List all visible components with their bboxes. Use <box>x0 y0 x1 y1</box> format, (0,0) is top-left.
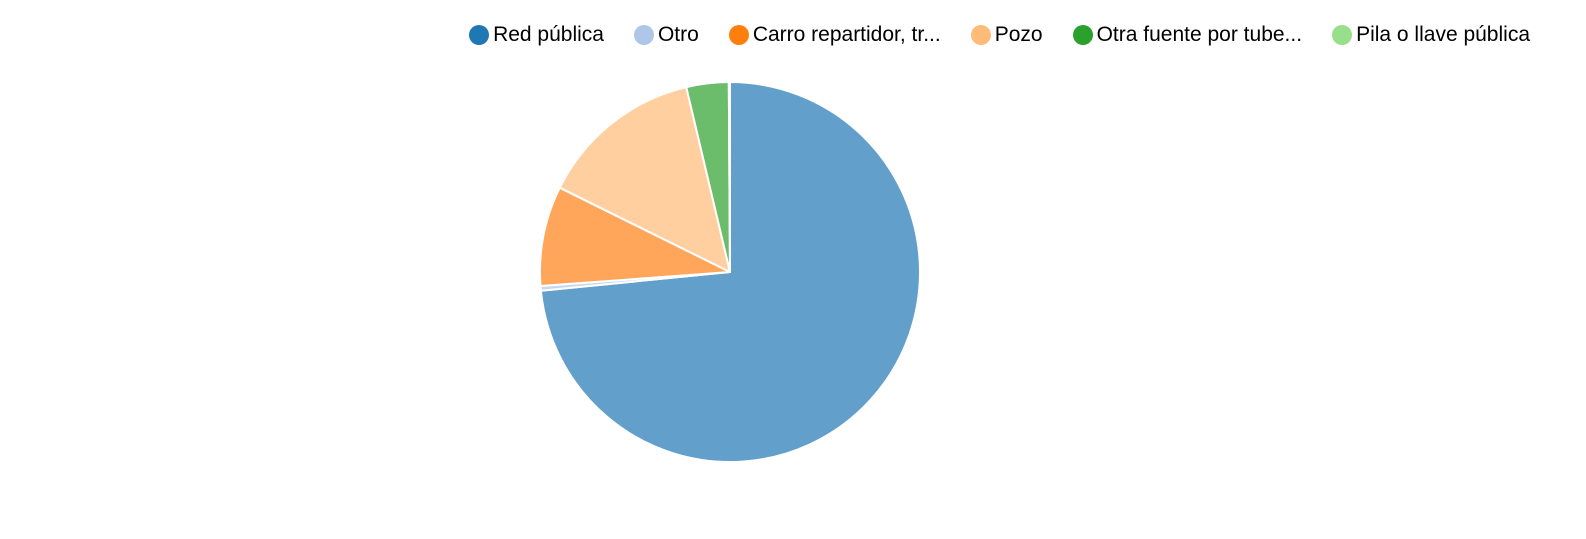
legend-item-pila-llave[interactable]: Pila o llave pública <box>1332 20 1530 50</box>
legend-label: Pozo <box>994 23 1043 46</box>
legend-label: Red pública <box>493 23 604 46</box>
legend-label: Otra fuente por tube... <box>1096 23 1303 46</box>
legend-swatch <box>970 25 991 45</box>
legend-swatch <box>1072 25 1093 45</box>
pie-slices <box>539 80 921 463</box>
legend-item-otro[interactable]: Otro <box>633 20 699 50</box>
legend-item-pozo[interactable]: Pozo <box>970 20 1043 50</box>
legend-swatch <box>1332 25 1353 45</box>
legend-label: Pila o llave pública <box>1356 23 1530 46</box>
chart-legend: Red pública Otro Carro repartidor, tr...… <box>469 20 1530 50</box>
legend-item-otra-fuente[interactable]: Otra fuente por tube... <box>1072 20 1303 50</box>
legend-swatch <box>469 25 490 45</box>
legend-item-red-publica[interactable]: Red pública <box>469 20 604 50</box>
legend-swatch <box>728 25 749 45</box>
pie-slice-2[interactable] <box>539 186 731 287</box>
pie-slice-3[interactable] <box>558 86 731 273</box>
pie-slice-5[interactable] <box>727 80 731 273</box>
legend-label: Carro repartidor, tr... <box>752 23 941 46</box>
legend-item-carro-repartidor[interactable]: Carro repartidor, tr... <box>728 20 941 50</box>
legend-label: Otro <box>657 23 699 46</box>
legend-swatch <box>633 25 654 45</box>
